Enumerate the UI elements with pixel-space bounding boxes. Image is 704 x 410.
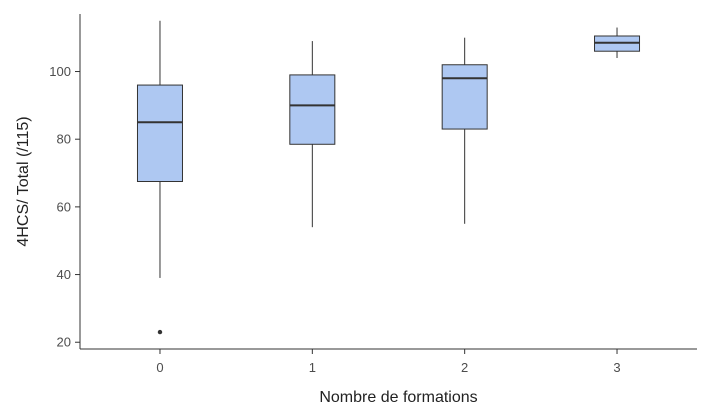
y-tick-label: 40	[57, 267, 71, 282]
y-tick-label: 80	[57, 132, 71, 147]
y-tick-label: 20	[57, 335, 71, 350]
x-tick-label: 2	[461, 360, 468, 375]
y-axis-ticks: 20 40 60 80 100	[49, 64, 80, 350]
x-axis-title: Nombre de formations	[319, 389, 477, 406]
box-iqr	[289, 74, 336, 145]
x-tick-label: 1	[309, 360, 316, 375]
x-tick-label: 0	[156, 360, 163, 375]
plot-area	[136, 20, 641, 335]
box-group-2	[441, 37, 488, 224]
y-tick-label: 100	[49, 64, 71, 79]
box-iqr	[136, 84, 183, 182]
outlier-point	[157, 329, 163, 335]
y-tick-label: 60	[57, 199, 71, 214]
x-axis-ticks: 0 1 2 3	[156, 349, 621, 375]
y-axis-title: 4HCS/ Total (/115)	[15, 116, 32, 246]
box-group-3	[594, 27, 641, 58]
box-group-1	[289, 41, 336, 228]
x-tick-label: 3	[613, 360, 620, 375]
box-group-0	[136, 20, 183, 335]
box-iqr	[441, 64, 488, 130]
